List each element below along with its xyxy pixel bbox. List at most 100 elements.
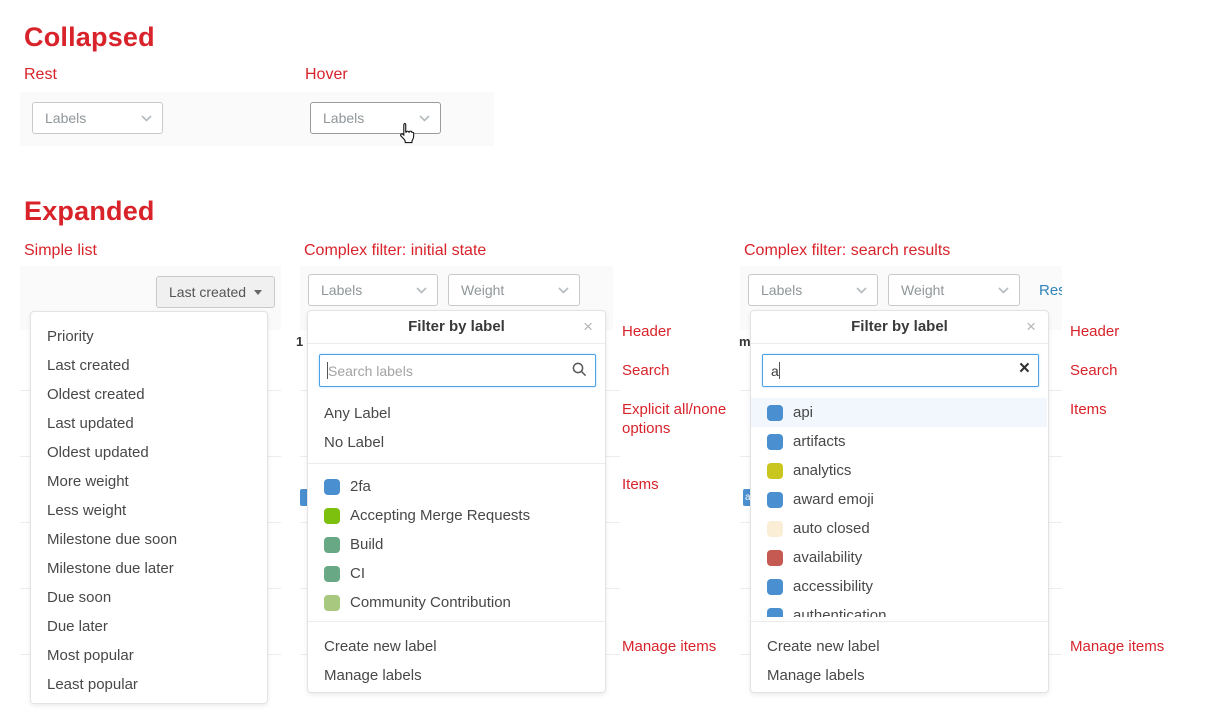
menu-item[interactable]: Due later [47, 618, 108, 635]
menu-item[interactable]: Priority [47, 328, 94, 345]
create-new-label-link[interactable]: Create new label [324, 638, 437, 655]
label-name: 2fa [350, 478, 371, 495]
any-label-option[interactable]: Any Label [324, 405, 391, 422]
annotation-search: Search [622, 362, 670, 379]
weight-dropdown-toggle[interactable]: Weight [888, 274, 1020, 306]
labels-dropdown-label: Labels [321, 282, 363, 298]
labels-dropdown-toggle[interactable]: Labels [748, 274, 878, 306]
label-item-clipped[interactable]: authentication [751, 601, 1047, 617]
filter-by-label-dropdown: Filter by label × Any Label No Label 2fa… [307, 310, 606, 693]
label-item[interactable]: Community Contribution [308, 588, 604, 617]
sort-dropdown-menu: Priority Last created Oldest created Las… [30, 311, 268, 704]
text-caret [779, 362, 780, 379]
simple-list-demo-strip: Last created [20, 266, 281, 330]
dropdown-header: Filter by label × [308, 311, 605, 343]
close-icon[interactable]: × [583, 317, 593, 336]
manage-labels-link[interactable]: Manage labels [324, 667, 422, 684]
label-item[interactable]: availability [751, 543, 1047, 572]
menu-item[interactable]: Most popular [47, 647, 134, 664]
label-name: api [793, 404, 814, 421]
menu-item[interactable]: Milestone due later [47, 560, 174, 577]
label-item[interactable]: Build [308, 530, 604, 559]
sort-toggle-label: Last created [169, 284, 247, 300]
label-name: Build [350, 536, 384, 553]
weight-dropdown-toggle[interactable]: Weight [448, 274, 580, 306]
chevron-down-icon [419, 114, 430, 122]
create-new-label-link[interactable]: Create new label [767, 638, 880, 655]
menu-item[interactable]: Least popular [47, 676, 138, 693]
search-labels-input[interactable] [319, 354, 596, 387]
hand-cursor-icon [396, 122, 417, 150]
label-color-chip [324, 565, 340, 582]
label-item-highlighted[interactable]: api [751, 398, 1047, 427]
simple-list-label: Simple list [24, 242, 97, 259]
weight-dropdown-label: Weight [461, 282, 505, 298]
annotation-search: Search [1070, 362, 1118, 379]
text-caret [327, 362, 328, 379]
menu-item[interactable]: Milestone due soon [47, 531, 178, 548]
chevron-down-icon [558, 286, 569, 294]
menu-item[interactable]: Due soon [47, 589, 112, 606]
dropdown-title: Filter by label [408, 318, 505, 335]
label-search-box: × [762, 354, 1039, 387]
close-icon[interactable]: × [1026, 317, 1036, 336]
menu-item[interactable]: Last updated [47, 415, 134, 432]
hover-state-label: Hover [305, 66, 348, 83]
no-label-option[interactable]: No Label [324, 434, 385, 451]
chevron-down-icon [416, 286, 427, 294]
label-item[interactable]: award emoji [751, 485, 1047, 514]
reset-link-clipped[interactable]: Res [1039, 282, 1062, 299]
label-name: accessibility [793, 578, 874, 595]
label-item[interactable]: auto closed [751, 514, 1047, 543]
label-color-chip [767, 607, 783, 617]
search-labels-input[interactable] [762, 354, 1039, 387]
label-item[interactable]: CI [308, 559, 604, 588]
label-item[interactable]: artifacts [751, 427, 1047, 456]
label-item[interactable]: analytics [751, 456, 1047, 485]
collapsed-heading: Collapsed [24, 22, 155, 52]
labels-dropdown-toggle[interactable]: Labels [308, 274, 438, 306]
caret-down-icon [254, 289, 263, 295]
sort-dropdown-toggle[interactable]: Last created [156, 276, 276, 308]
labels-dropdown-label: Labels [45, 110, 87, 126]
dropdown-title: Filter by label [851, 318, 948, 335]
annotation-items: Items [622, 476, 659, 493]
complex-initial-label: Complex filter: initial state [304, 242, 487, 259]
rest-state-label: Rest [24, 66, 57, 83]
chevron-down-icon [141, 114, 152, 122]
label-name: authentication [793, 607, 887, 617]
menu-item[interactable]: Last created [47, 357, 130, 374]
collapsed-demo-strip: Labels Labels [20, 92, 494, 146]
label-search-box [319, 354, 596, 387]
menu-item[interactable]: Less weight [47, 502, 127, 519]
label-color-chip [767, 433, 783, 450]
label-name: award emoji [793, 491, 874, 508]
search-icon [572, 362, 587, 382]
divider [751, 621, 1048, 622]
labels-dropdown-rest[interactable]: Labels [32, 102, 163, 134]
clipped-label-pill: a [743, 489, 750, 506]
complex-search-label: Complex filter: search results [744, 242, 951, 259]
label-color-chip [767, 462, 783, 479]
dropdown-header: Filter by label × [751, 311, 1048, 343]
menu-item[interactable]: Oldest created [47, 386, 145, 403]
menu-item[interactable]: More weight [47, 473, 129, 490]
label-name: Accepting Merge Requests [350, 507, 531, 524]
label-item[interactable]: 2fa [308, 472, 604, 501]
label-name: CI [350, 565, 365, 582]
label-color-chip [324, 478, 340, 495]
manage-labels-link[interactable]: Manage labels [767, 667, 865, 684]
clipped-background-text: 1 [296, 334, 304, 349]
labels-dropdown-hover[interactable]: Labels [310, 102, 441, 134]
label-color-chip [767, 491, 783, 508]
annotation-header: Header [1070, 323, 1120, 340]
label-color-chip [324, 507, 340, 524]
label-item[interactable]: Accepting Merge Requests [308, 501, 604, 530]
label-name: artifacts [793, 433, 846, 450]
clipped-label-pill [300, 489, 307, 506]
menu-item[interactable]: Oldest updated [47, 444, 149, 461]
chevron-down-icon [998, 286, 1009, 294]
label-item[interactable]: accessibility [751, 572, 1047, 601]
clear-search-icon[interactable]: × [1018, 358, 1030, 379]
